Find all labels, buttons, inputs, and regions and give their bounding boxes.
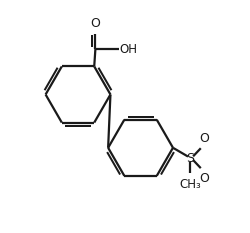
Text: S: S: [186, 152, 194, 165]
Text: CH₃: CH₃: [179, 178, 201, 191]
Text: O: O: [198, 132, 208, 145]
Text: O: O: [198, 172, 208, 185]
Text: O: O: [90, 17, 100, 30]
Text: OH: OH: [119, 43, 137, 55]
